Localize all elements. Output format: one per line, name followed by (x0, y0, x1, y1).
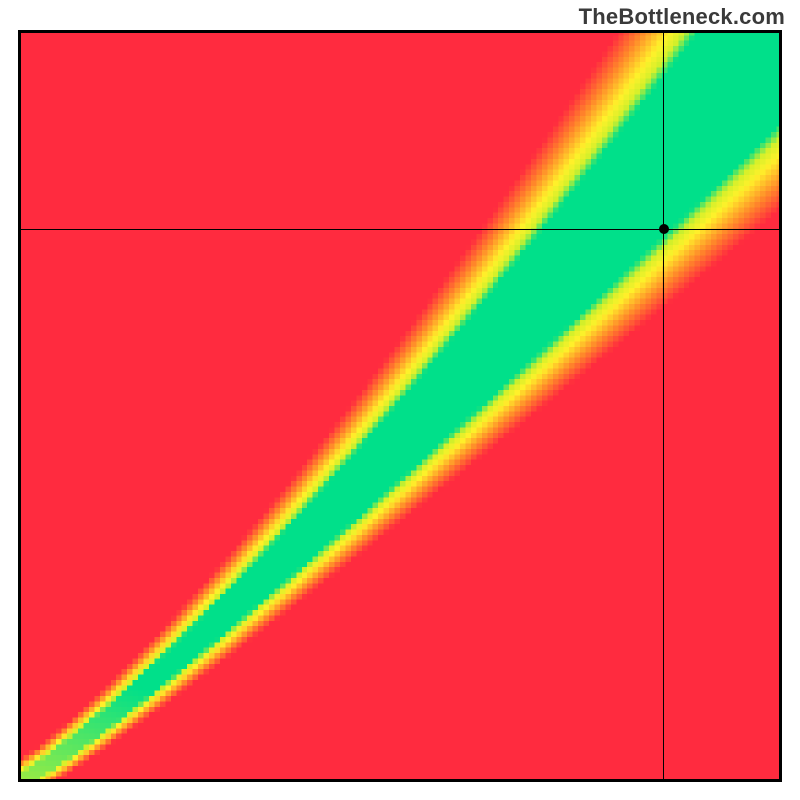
watermark-text: TheBottleneck.com (579, 4, 785, 30)
plot-border (18, 30, 782, 782)
chart-container: TheBottleneck.com (0, 0, 800, 800)
